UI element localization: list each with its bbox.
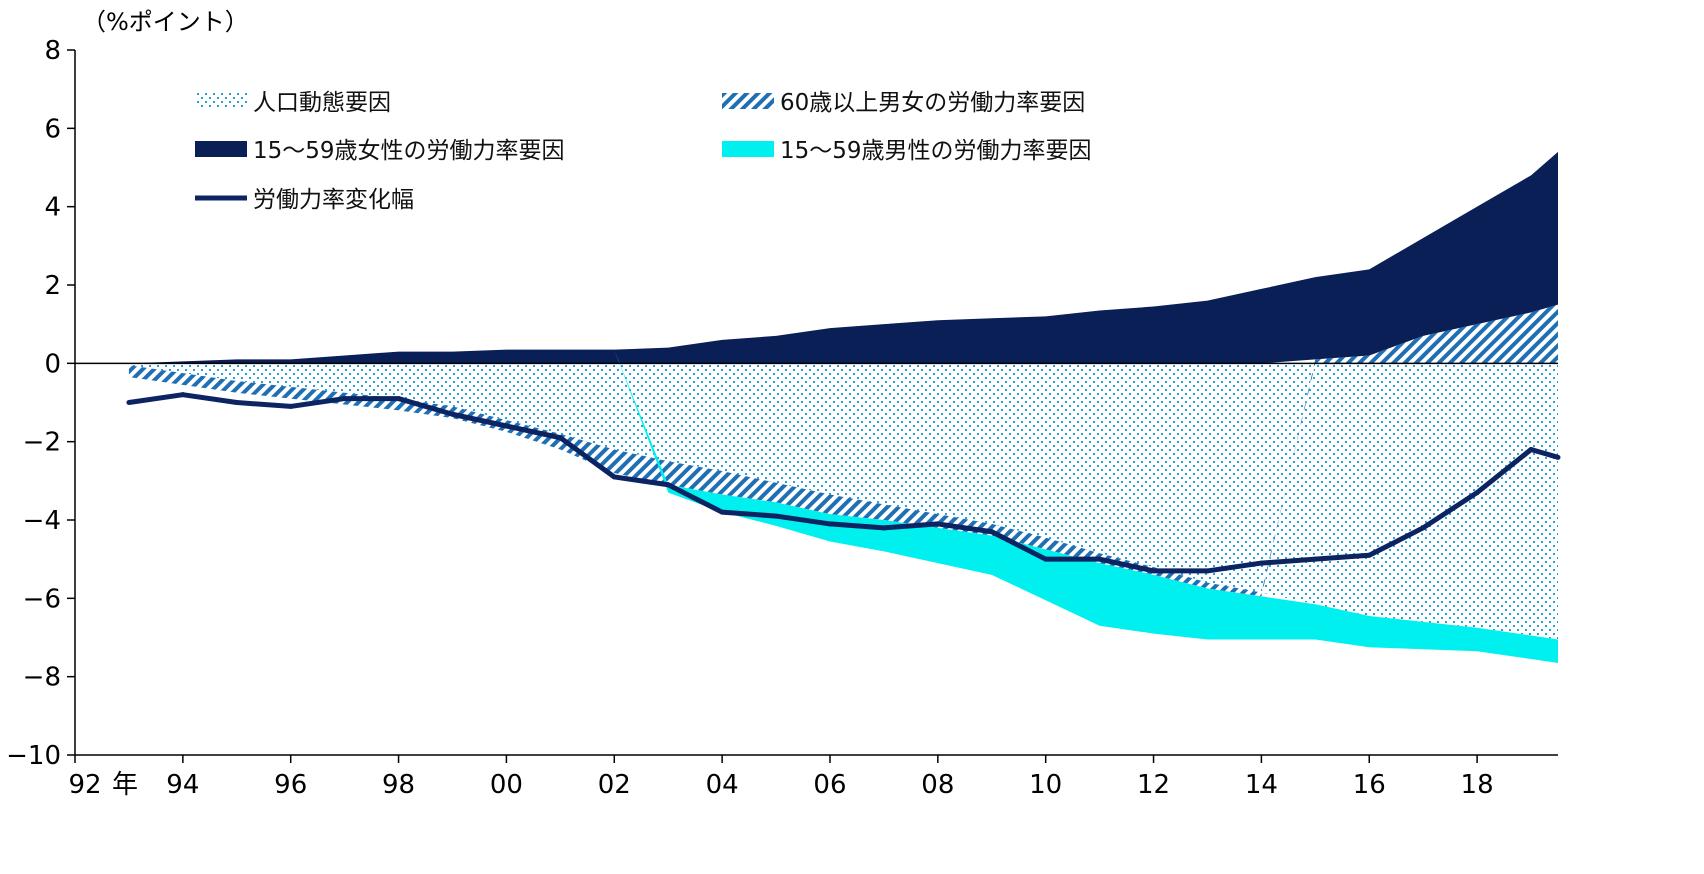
y-unit-label: （%ポイント） [82, 8, 249, 36]
y-tick-label: −6 [23, 584, 61, 614]
x-tick-label: 18 [1461, 770, 1494, 800]
point-total [1312, 556, 1318, 562]
x-tick-label: 94 [166, 770, 199, 800]
point-total [503, 423, 509, 429]
legend-swatch-senior [722, 93, 774, 109]
x-tick-label: 10 [1029, 770, 1062, 800]
point-total [1474, 490, 1480, 496]
point-total [180, 392, 186, 398]
legend: 人口動態要因 60歳以上男女の労働力率要因 15～59歳女性の労働力率要因 15～59… [195, 90, 1092, 213]
y-tick-label: 0 [44, 349, 61, 379]
point-total [989, 529, 995, 535]
x-tick-label: 02 [598, 770, 631, 800]
point-total [1097, 556, 1103, 562]
point-total [1366, 552, 1372, 558]
line-total [128, 392, 1559, 574]
point-total [1420, 525, 1426, 531]
legend-label-total: 労働力率変化幅 [253, 187, 414, 213]
x-tick-label: 06 [813, 770, 846, 800]
point-total [1555, 454, 1561, 460]
y-tick-label: 6 [44, 114, 61, 144]
y-tick-label: −10 [6, 741, 61, 771]
point-total [126, 400, 132, 405]
x-tick-label: 16 [1353, 770, 1386, 800]
point-total [827, 521, 833, 527]
y-tick-label: 8 [44, 36, 61, 66]
x-tick-label: 14 [1245, 770, 1278, 800]
legend-label-population: 人口動態要因 [253, 90, 391, 116]
point-total [288, 403, 294, 409]
point-total [773, 513, 779, 519]
point-total [1151, 568, 1157, 574]
point-total [665, 482, 671, 488]
legend-label-male: 15～59歳男性の労働力率要因 [780, 138, 1092, 164]
area-female [128, 151, 1559, 364]
legend-swatch-population [195, 93, 247, 109]
stacked-area-layer [128, 151, 1559, 663]
point-total [234, 400, 240, 405]
point-total [1258, 560, 1264, 566]
x-tick-label: 08 [921, 770, 954, 800]
legend-swatch-female [195, 141, 247, 157]
x-tick-label: 92 [68, 770, 101, 800]
legend-label-female: 15～59歳女性の労働力率要因 [253, 138, 565, 164]
point-total [396, 396, 402, 402]
legend-label-senior: 60歳以上男女の労働力率要因 [780, 90, 1085, 116]
total-line-layer [126, 392, 1561, 574]
y-tick-label: −2 [23, 428, 61, 458]
x-tick-label: 98 [382, 770, 415, 800]
x-tick-label: 96 [274, 770, 307, 800]
y-tick-label: −4 [23, 506, 61, 536]
point-total [449, 411, 455, 417]
x-tick-label: 04 [706, 770, 739, 800]
x-tick-label: 12 [1137, 770, 1170, 800]
y-tick-label: 4 [44, 193, 61, 223]
point-total [935, 521, 941, 527]
point-total [1204, 568, 1210, 574]
x-unit-label: 年 [112, 770, 138, 800]
point-total [1043, 556, 1049, 562]
legend-swatch-male [722, 141, 774, 157]
point-total [881, 525, 887, 531]
x-tick-label: 00 [490, 770, 523, 800]
area-male [128, 349, 1559, 663]
y-tick-label: −8 [23, 663, 61, 693]
y-tick-label: 2 [44, 271, 61, 301]
point-total [342, 396, 348, 402]
point-total [719, 509, 725, 515]
point-total [611, 474, 617, 480]
point-total [1528, 447, 1534, 452]
point-total [557, 435, 563, 441]
